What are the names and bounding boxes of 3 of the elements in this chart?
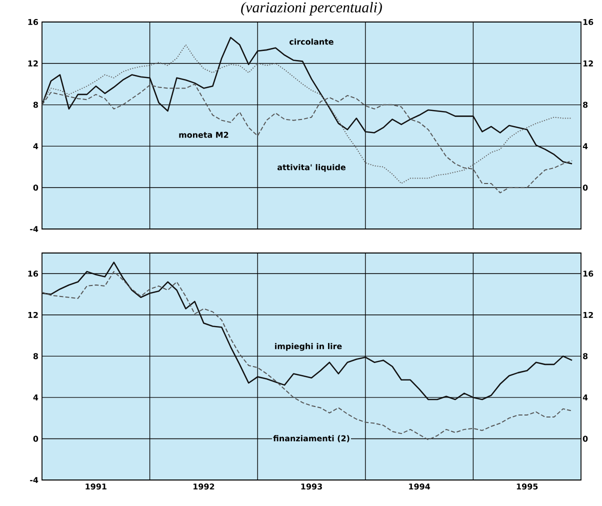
chart-subtitle: (variazioni percentuali) bbox=[241, 2, 382, 16]
line-series bbox=[42, 262, 573, 400]
line-series bbox=[42, 271, 573, 440]
